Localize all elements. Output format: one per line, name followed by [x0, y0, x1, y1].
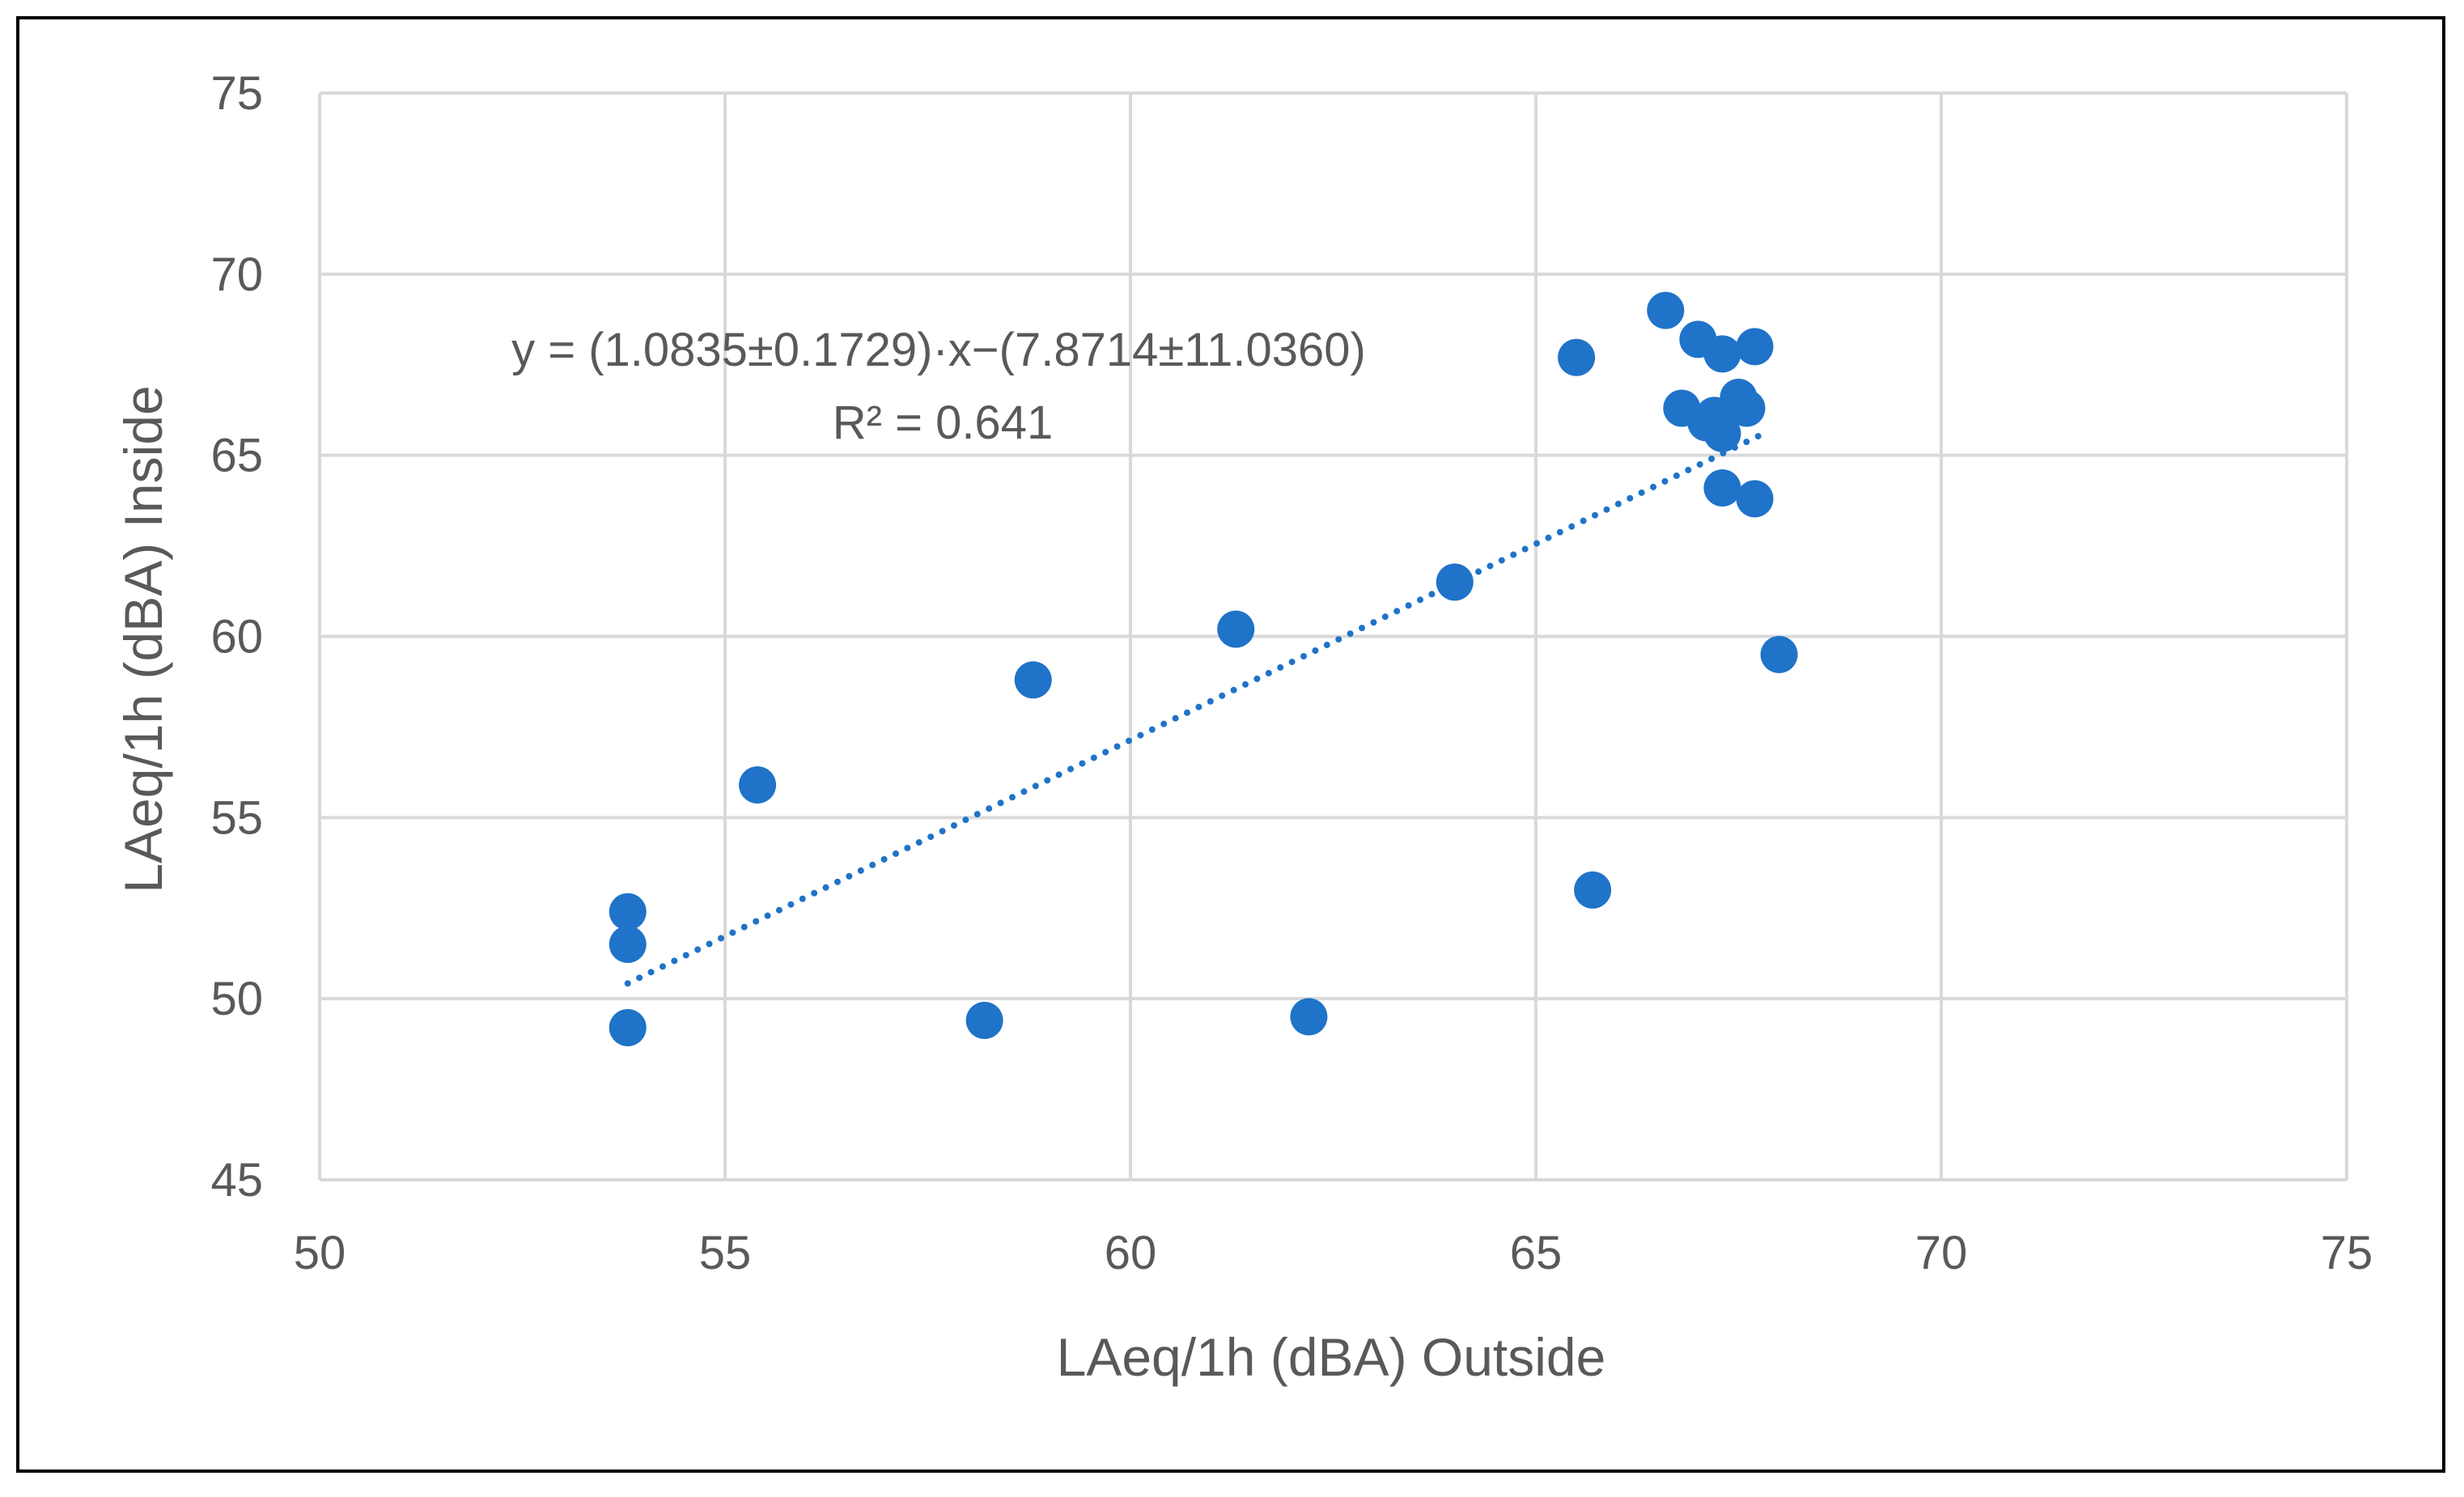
x-tick-label: 55	[699, 1227, 752, 1279]
data-point	[1736, 480, 1774, 518]
data-points	[609, 291, 1798, 1046]
x-tick-labels: 50 55 60 65 70 75	[294, 1227, 2373, 1279]
data-point	[965, 1002, 1003, 1040]
data-point	[1703, 335, 1741, 373]
r-squared-label: R² = 0.641	[833, 397, 1053, 449]
y-tick-label: 50	[210, 973, 263, 1025]
y-axis-title: LAeq/1h (dBA) Inside	[113, 385, 173, 893]
chart-frame	[16, 16, 2445, 1473]
data-point	[1014, 661, 1052, 699]
y-tick-label: 70	[210, 248, 263, 301]
y-tick-label: 75	[210, 67, 263, 120]
data-point	[1703, 414, 1741, 452]
data-point	[1436, 563, 1474, 601]
y-tick-label: 60	[210, 611, 263, 664]
data-point	[609, 893, 647, 931]
y-tick-label: 55	[210, 791, 263, 844]
data-point	[609, 1008, 647, 1046]
data-point	[1728, 389, 1766, 427]
x-tick-label: 60	[1105, 1227, 1157, 1279]
data-point	[1703, 469, 1741, 507]
data-point	[1647, 291, 1685, 329]
trendline	[624, 430, 1766, 987]
data-point	[1760, 635, 1798, 673]
data-point	[609, 926, 647, 964]
x-tick-label: 50	[294, 1227, 346, 1279]
data-point	[1558, 338, 1596, 376]
trendline-equation: y = (1.0835±0.1729)·x−(7.8714±11.0360)	[511, 324, 1366, 376]
y-tick-labels: 45 50 55 60 65 70 75	[210, 67, 263, 1207]
x-tick-label: 70	[1915, 1227, 1968, 1279]
x-tick-label: 65	[1510, 1227, 1563, 1279]
trendline-group	[624, 430, 1766, 987]
y-tick-label: 45	[210, 1154, 263, 1207]
gridlines	[318, 91, 2348, 1181]
data-point	[739, 766, 777, 804]
data-point	[1574, 871, 1612, 909]
data-point	[1736, 328, 1774, 366]
y-tick-label: 65	[210, 430, 263, 482]
x-tick-label: 75	[2321, 1227, 2373, 1279]
data-point	[1217, 610, 1255, 648]
x-axis-title: LAeq/1h (dBA) Outside	[1057, 1327, 1606, 1387]
data-point	[1290, 998, 1328, 1036]
